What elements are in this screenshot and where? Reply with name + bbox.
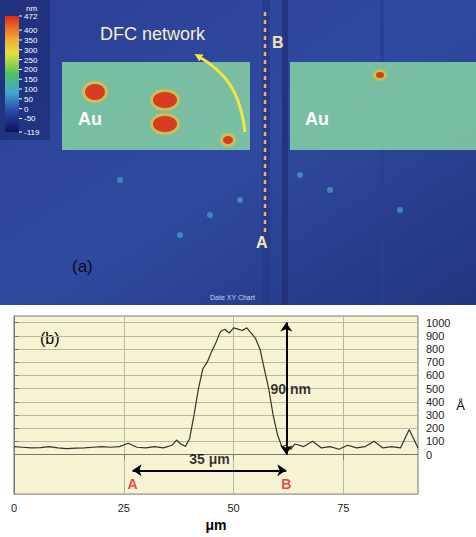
svg-text:350: 350	[24, 36, 38, 45]
svg-text:50: 50	[24, 95, 33, 104]
svg-text:800: 800	[426, 343, 444, 355]
svg-text:B: B	[272, 34, 284, 51]
svg-text:(a): (a)	[72, 257, 93, 276]
svg-text:DFC network: DFC network	[100, 24, 206, 44]
svg-text:Date XY Chart: Date XY Chart	[210, 294, 255, 301]
svg-text:900: 900	[426, 330, 444, 342]
svg-text:(b): (b)	[40, 330, 60, 347]
svg-text:25: 25	[118, 502, 130, 514]
svg-text:1000: 1000	[426, 317, 450, 329]
svg-text:300: 300	[24, 46, 38, 55]
svg-text:Au: Au	[305, 109, 329, 129]
svg-text:50: 50	[227, 502, 239, 514]
svg-text:150: 150	[24, 75, 38, 84]
svg-text:35 μm: 35 μm	[189, 451, 229, 467]
svg-text:-119: -119	[24, 128, 40, 137]
svg-text:B: B	[281, 476, 291, 492]
svg-text:90 nm: 90 nm	[270, 381, 310, 397]
svg-text:200: 200	[24, 65, 38, 74]
svg-text:500: 500	[426, 383, 444, 395]
svg-text:75: 75	[337, 502, 349, 514]
svg-text:300: 300	[426, 409, 444, 421]
svg-text:Au: Au	[78, 109, 102, 129]
svg-text:700: 700	[426, 356, 444, 368]
svg-text:nm: nm	[26, 4, 38, 13]
svg-text:-50: -50	[24, 114, 36, 123]
svg-text:0: 0	[426, 449, 432, 461]
svg-text:100: 100	[24, 85, 38, 94]
svg-text:0: 0	[11, 502, 17, 514]
svg-text:400: 400	[426, 396, 444, 408]
svg-text:0: 0	[24, 105, 29, 114]
svg-text:A: A	[128, 476, 138, 492]
svg-text:μm: μm	[205, 517, 226, 533]
svg-text:250: 250	[24, 56, 38, 65]
svg-text:A: A	[256, 234, 268, 251]
svg-text:400: 400	[24, 26, 38, 35]
svg-text:600: 600	[426, 369, 444, 381]
svg-text:100: 100	[426, 435, 444, 447]
svg-text:472: 472	[24, 12, 38, 21]
svg-text:Å: Å	[456, 398, 465, 413]
svg-text:200: 200	[426, 422, 444, 434]
